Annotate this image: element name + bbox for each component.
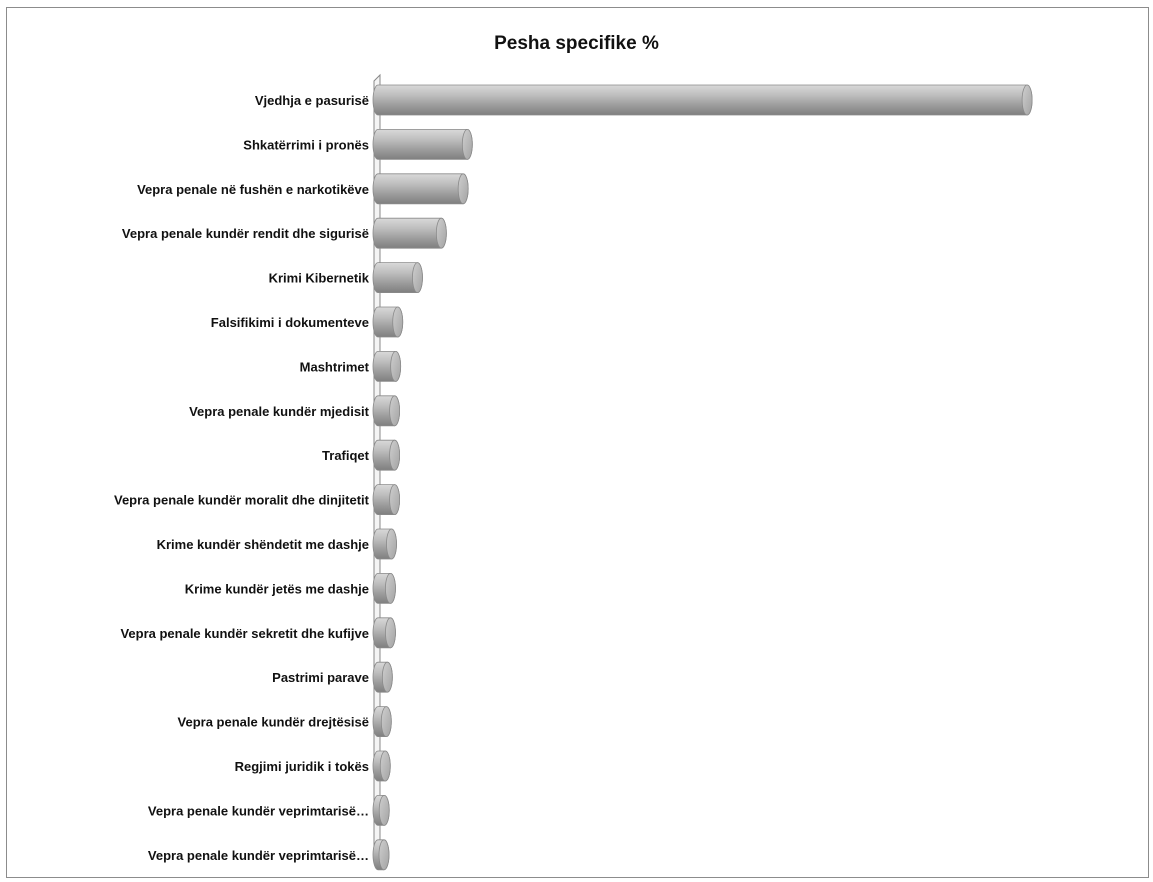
bar xyxy=(372,217,447,249)
category-label: Krimi Kibernetik xyxy=(269,271,370,286)
bar xyxy=(372,839,390,871)
chart-frame xyxy=(6,7,1149,878)
bar xyxy=(372,128,473,160)
bar xyxy=(372,84,1033,116)
category-label: Vepra penale kundër veprimtarisë… xyxy=(148,848,369,863)
bar xyxy=(372,617,396,649)
category-label: Regjimi juridik i tokës xyxy=(235,759,369,774)
category-label: Shkatërrimi i pronës xyxy=(243,137,369,152)
category-label: Falsifikimi i dokumenteve xyxy=(211,315,369,330)
category-label: Krime kundër shëndetit me dashje xyxy=(157,537,369,552)
bar xyxy=(372,528,397,560)
category-label: Vepra penale kundër mjedisit xyxy=(189,404,370,419)
bar xyxy=(372,395,401,427)
bar xyxy=(372,706,392,737)
category-label: Vepra penale kundër veprimtarisë… xyxy=(148,803,369,818)
category-label: Pastrimi parave xyxy=(272,670,369,685)
bar xyxy=(372,661,393,693)
category-label: Mashtrimet xyxy=(300,359,370,374)
bar xyxy=(372,750,391,782)
category-label: Krime kundër jetës me dashje xyxy=(185,581,369,596)
category-label: Vepra penale kundër moralit dhe dinjitet… xyxy=(114,493,370,508)
bar xyxy=(372,306,404,338)
category-label: Vepra penale kundër rendit dhe sigurisë xyxy=(122,226,369,241)
bar xyxy=(372,484,401,516)
bar xyxy=(372,262,423,294)
chart-title: Pesha specifike % xyxy=(494,33,659,54)
bar xyxy=(372,173,469,205)
category-label: Vepra penale kundër drejtësisë xyxy=(178,715,369,730)
bar xyxy=(372,439,401,471)
category-label: Vepra penale në fushën e narkotikëve xyxy=(137,182,369,197)
bar xyxy=(372,795,390,826)
category-label: Vepra penale kundër sekretit dhe kufijve xyxy=(120,626,369,641)
bar xyxy=(372,350,402,382)
category-label: Trafiqet xyxy=(322,448,370,463)
category-label: Vjedhja e pasurisë xyxy=(255,93,369,108)
bar xyxy=(372,573,396,604)
